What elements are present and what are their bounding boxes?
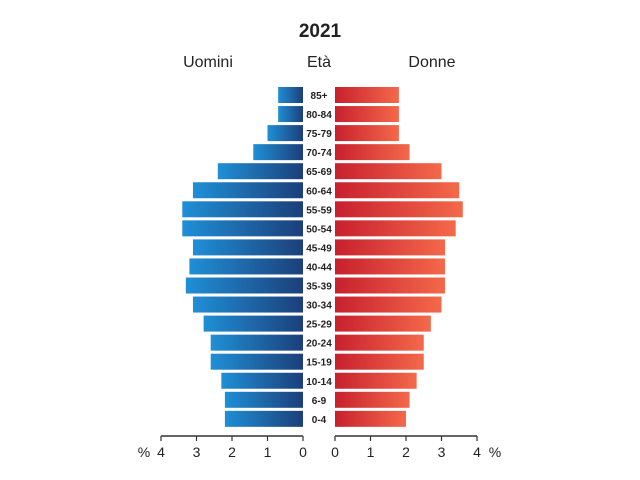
bar-men-20-24: [210, 334, 303, 351]
bar-women-15-19: [335, 353, 424, 370]
bar-women-85+: [335, 87, 399, 103]
bar-men-40-44: [189, 258, 303, 275]
bar-women-30-34: [335, 296, 442, 313]
age-label-25-29: 25-29: [306, 320, 332, 331]
bar-men-10-14: [221, 372, 303, 389]
bar-women-80-84: [335, 106, 399, 123]
tick-label-men-4: 4: [157, 444, 165, 460]
bar-men-25-29: [203, 315, 303, 332]
unit-symbol-right: %: [489, 444, 501, 460]
tick-label-men-3: 3: [193, 444, 201, 460]
age-label-80-84: 80-84: [306, 110, 332, 121]
age-label-20-24: 20-24: [306, 339, 332, 350]
men-label: Uomini: [183, 54, 233, 71]
bar-men-80-84: [278, 106, 303, 123]
age-label-45-49: 45-49: [306, 243, 332, 254]
age-header: Età: [307, 54, 331, 71]
bar-men-70-74: [253, 144, 303, 161]
bar-men-0-4: [224, 410, 303, 427]
tick-label-women-4: 4: [473, 444, 481, 460]
age-label-65-69: 65-69: [306, 167, 332, 178]
bar-women-20-24: [335, 334, 424, 351]
bar-men-60-64: [192, 182, 303, 199]
bar-men-65-69: [217, 163, 303, 180]
bar-men-55-59: [182, 201, 303, 218]
bar-women-35-39: [335, 277, 446, 294]
age-label-40-44: 40-44: [306, 262, 332, 273]
age-label-35-39: 35-39: [306, 282, 332, 293]
bar-men-30-34: [192, 296, 303, 313]
bar-women-50-54: [335, 220, 456, 237]
age-label-30-34: 30-34: [306, 301, 332, 312]
bar-women-45-49: [335, 239, 446, 256]
tick-label-women-0: 0: [331, 444, 339, 460]
bar-women-10-14: [335, 372, 417, 389]
bar-men-6-9: [224, 391, 303, 408]
age-label-55-59: 55-59: [306, 205, 332, 216]
bar-women-0-4: [335, 410, 406, 427]
chart-title: 2021: [299, 21, 342, 42]
bar-women-6-9: [335, 391, 410, 408]
bar-women-25-29: [335, 315, 431, 332]
age-label-50-54: 50-54: [306, 224, 332, 235]
bar-men-35-39: [185, 277, 303, 294]
bar-men-50-54: [182, 220, 303, 237]
tick-label-women-2: 2: [402, 444, 410, 460]
age-label-0-4: 0-4: [312, 415, 327, 426]
age-label-60-64: 60-64: [306, 186, 332, 197]
bar-women-40-44: [335, 258, 446, 275]
bar-men-75-79: [267, 125, 303, 142]
axes-group: 0 0 1 1 2 2 3 3 4 4%%: [138, 435, 501, 460]
tick-label-men-2: 2: [228, 444, 236, 460]
age-label-70-74: 70-74: [306, 148, 332, 159]
bar-men-15-19: [210, 353, 303, 370]
bar-women-75-79: [335, 125, 399, 142]
unit-symbol-left: %: [138, 444, 150, 460]
age-label-15-19: 15-19: [306, 358, 332, 369]
bar-women-70-74: [335, 144, 410, 161]
bar-women-65-69: [335, 163, 442, 180]
tick-label-men-1: 1: [264, 444, 272, 460]
bars-group: 85+ 80-84 75-79 70-74 65-69 60-64 55-59 50-54 45…: [182, 87, 463, 427]
women-label: Donne: [408, 54, 455, 71]
tick-label-men-0: 0: [299, 444, 307, 460]
age-label-85+: 85+: [311, 91, 328, 102]
bar-men-85+: [278, 87, 303, 103]
tick-label-women-1: 1: [367, 444, 375, 460]
age-label-6-9: 6-9: [312, 396, 327, 407]
bar-women-60-64: [335, 182, 460, 199]
bar-women-55-59: [335, 201, 463, 218]
bar-men-45-49: [192, 239, 303, 256]
age-label-75-79: 75-79: [306, 129, 332, 140]
age-label-10-14: 10-14: [306, 377, 332, 388]
tick-label-women-3: 3: [438, 444, 446, 460]
